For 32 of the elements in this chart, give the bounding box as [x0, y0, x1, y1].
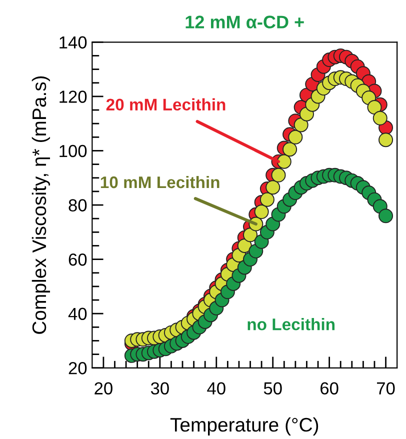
point: [276, 154, 292, 169]
point: [260, 192, 274, 207]
point: [243, 228, 258, 242]
x-axis-title: Temperature (°C): [170, 417, 318, 436]
x-tick-label: 40: [207, 382, 226, 395]
point: [378, 208, 394, 224]
text: 20 mM Lecithin: [106, 98, 226, 110]
point: [367, 100, 382, 115]
point: [271, 168, 286, 182]
text: 10 mM Lecithin: [100, 176, 220, 188]
y-axis-title: Complex Viscosity, η* (mPa.s): [32, 76, 50, 334]
y-tick-label: 100: [60, 144, 87, 158]
y-tick-label: 60: [68, 253, 87, 266]
point: [378, 132, 394, 148]
x-tick-label: 70: [377, 382, 395, 395]
y-tick-label: 140: [60, 36, 87, 49]
x-tick-label: 50: [264, 382, 282, 395]
y-tick-label: 20: [68, 362, 87, 374]
point: [266, 180, 280, 195]
x-tick-label: 60: [320, 382, 338, 395]
point: [294, 118, 308, 132]
point: [254, 204, 269, 220]
y-tick-label: 80: [68, 199, 87, 212]
y-tick-label: 120: [60, 90, 87, 103]
point: [282, 142, 298, 157]
chart-title: 12 mM α-CD +: [186, 16, 304, 28]
point: [288, 130, 303, 144]
x-tick-label: 20: [94, 382, 112, 395]
series-label: no Lecithin: [248, 318, 334, 330]
point: [372, 110, 388, 126]
y-tick-label: 40: [68, 308, 87, 320]
x-tick-label: 30: [150, 382, 169, 395]
